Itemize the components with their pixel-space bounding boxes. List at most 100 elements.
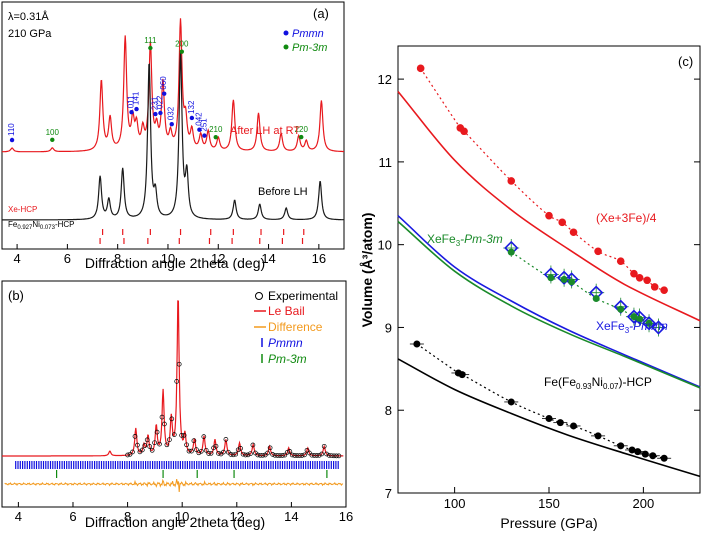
experimental-point xyxy=(255,452,261,458)
panel-c-ytick-label: 12 xyxy=(378,72,392,87)
pmmn-label-141: 141 xyxy=(132,91,141,105)
panel-b-xtick-label: 4 xyxy=(15,509,22,524)
experimental-point xyxy=(169,416,175,422)
pm3m-marker-100 xyxy=(50,137,55,143)
pmmn-point xyxy=(556,270,572,285)
xe3fe-point xyxy=(660,286,668,294)
xe3fe-point xyxy=(558,218,567,227)
experimental-point xyxy=(248,451,253,457)
panel-b-legend: Experimental Le Bail Difference Pmmn Pm-… xyxy=(254,289,338,366)
panel-a-legend: Pmmn Pm-3m xyxy=(283,28,327,54)
legend-pmmn-marker xyxy=(283,30,289,36)
experimental-point xyxy=(201,434,207,439)
pmmn-marker-042 xyxy=(197,127,202,132)
pm3m-point xyxy=(592,294,600,302)
panel-b-xtick-label: 16 xyxy=(339,509,353,524)
panel-b-frame xyxy=(1,280,347,508)
panel-a-frame xyxy=(1,1,345,250)
fe-hcp-label-ni-sub: 0.073 xyxy=(40,225,56,231)
panel-c-xtick-label: 100 xyxy=(444,496,466,511)
pmmn-point xyxy=(641,316,657,331)
label-pmmn-b: -Pmmn xyxy=(629,319,668,333)
label-pmmn: XeFe3-Pmmn xyxy=(596,319,668,335)
experimental-point xyxy=(250,442,256,448)
experimental-point xyxy=(260,452,266,458)
calc-curve-0 xyxy=(397,90,701,322)
panel-a-xtick-label: 14 xyxy=(261,251,275,266)
experimental-point xyxy=(154,429,160,435)
experimental-point xyxy=(181,432,187,438)
experimental-point xyxy=(331,453,337,459)
fe-point xyxy=(556,419,564,427)
experimental-point xyxy=(321,443,327,449)
experimental-point xyxy=(132,434,138,439)
trace-before-lh xyxy=(2,50,344,221)
panel-a-xtick-label: 8 xyxy=(114,251,121,266)
panel-b: (b) Experimental Le Bail Difference Pmmn… xyxy=(1,280,353,530)
pm3m-point xyxy=(636,315,644,323)
experimental-point xyxy=(289,452,295,458)
pmmn-marker-141 xyxy=(134,106,139,112)
pm3m-point xyxy=(617,305,625,313)
experimental-point xyxy=(130,449,135,455)
experimental-point xyxy=(267,445,273,451)
experimental-point xyxy=(162,421,167,427)
label-fe-a: Fe(Fe xyxy=(544,375,576,389)
experimental-point xyxy=(230,452,236,458)
label-fe: Fe(Fe0.93Ni0.07)-HCP xyxy=(544,375,652,391)
pmmn-label-251: 251 xyxy=(199,118,208,132)
pmmn-label-032: 032 xyxy=(167,106,176,120)
xe3fe-point xyxy=(569,228,578,237)
after-lh-label: After LH at RT xyxy=(230,125,300,137)
experimental-point xyxy=(198,448,204,454)
experimental-point xyxy=(228,452,234,457)
experimental-point xyxy=(233,451,239,457)
panel-c-ytick-label: 11 xyxy=(379,155,393,170)
fe-hcp-label-ni: Ni xyxy=(32,220,40,229)
panel-b-xlabel: Diffraction angle 2theta (deg) xyxy=(85,514,265,530)
fe-point xyxy=(413,340,421,348)
calc-curve-3 xyxy=(397,358,701,478)
pm3m-label-200: 200 xyxy=(175,40,189,49)
panel-b-xtick-label: 10 xyxy=(175,509,189,524)
panel-a-pressure: 210 GPa xyxy=(8,28,52,40)
experimental-point xyxy=(167,437,172,443)
difference-line xyxy=(4,478,344,493)
experimental-point xyxy=(292,453,298,458)
experimental-point xyxy=(282,452,288,458)
experimental-point xyxy=(304,447,310,453)
pmmn-marker-231 xyxy=(153,111,158,117)
experimental-point xyxy=(238,446,243,451)
fe-point xyxy=(660,454,668,462)
panel-c-ytick-label: 10 xyxy=(378,238,392,253)
pmmn-label-042: 042 xyxy=(194,112,203,126)
experimental-point xyxy=(245,452,251,458)
experimental-point xyxy=(213,443,219,449)
experimental-point xyxy=(171,432,177,437)
experimental-point xyxy=(265,450,270,456)
experimental-point xyxy=(152,440,157,446)
pmmn-marker-132 xyxy=(189,115,195,121)
label-pm3m-b: -Pm-3m xyxy=(460,232,503,246)
pm3m-label-210: 210 xyxy=(209,125,223,134)
experimental-point xyxy=(329,453,334,459)
pm3m-point xyxy=(507,248,515,256)
legend-pm3m-label-b: Pm-3m xyxy=(268,352,307,366)
xe3fe-point xyxy=(507,177,516,185)
panel-a-xtick-label: 16 xyxy=(312,251,326,266)
experimental-point xyxy=(272,452,278,458)
label-pm3m: XeFe3-Pm-3m xyxy=(427,232,503,248)
panel-a-xtick-label: 4 xyxy=(13,251,20,266)
fe-point xyxy=(649,452,657,460)
experimental-point xyxy=(311,453,317,458)
pmmn-marker-251 xyxy=(202,133,207,138)
label-pm3m-sub: 3 xyxy=(456,239,461,248)
experimental-point xyxy=(216,451,221,456)
experimental-point xyxy=(189,448,194,454)
pmmn-marker-022 xyxy=(158,110,163,116)
panel-b-xtick-label: 12 xyxy=(230,509,244,524)
legend-pmmn-label-b: Pmmn xyxy=(268,336,303,350)
pm3m-label-111: 111 xyxy=(144,36,157,45)
fe-point xyxy=(545,415,553,422)
